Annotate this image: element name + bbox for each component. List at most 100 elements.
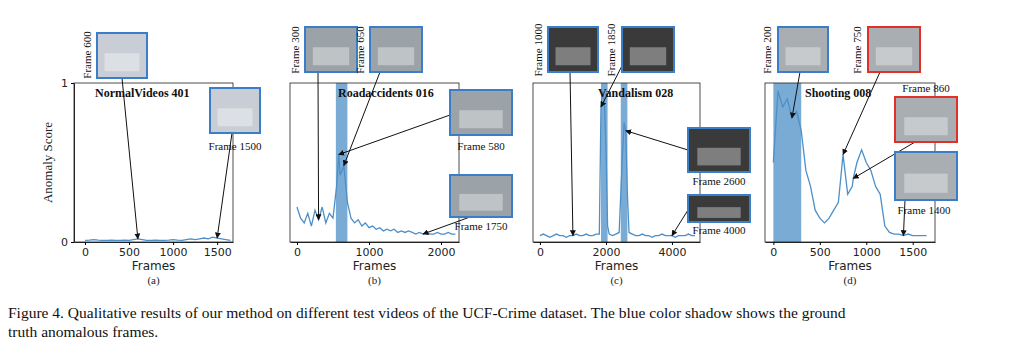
score-line (540, 91, 695, 237)
thumbnail (450, 175, 512, 217)
x-tick: 0 (537, 242, 544, 259)
y-axis: 01 (61, 77, 75, 249)
thumbnail (688, 195, 750, 222)
y-tick-label: 0 (61, 236, 68, 249)
annotation: Frame 200 (761, 26, 828, 118)
x-tick-label: 0 (294, 246, 301, 259)
thumbnail-detail (218, 108, 253, 126)
x-tick-mark (173, 242, 174, 245)
thumbnail-detail (697, 207, 740, 218)
annotation-arrow (122, 78, 138, 239)
thumbnail (450, 90, 512, 135)
annotation-label: Frame 4000 (693, 224, 746, 236)
x-tick-mark (540, 242, 541, 245)
thumbnail-detail (378, 47, 414, 65)
x-axis-title: Frames (595, 259, 639, 273)
thumbnail (895, 152, 957, 200)
x-tick-label: 4000 (658, 246, 686, 259)
subplot: 0 2000 4000 Frames Vandalism 028 (c) Frame 100… (532, 23, 750, 287)
x-tick-label: 1500 (204, 246, 232, 259)
x-tick-mark (297, 242, 298, 245)
y-tick-label: 1 (61, 77, 68, 90)
score-line (85, 237, 230, 240)
y-axis-title: Anomaly Score (40, 122, 55, 203)
thumbnail (778, 27, 828, 72)
thumbnail-detail (630, 47, 666, 65)
subplot-title: Roadaccidents 016 (338, 86, 434, 100)
x-axis-title: Frames (132, 259, 176, 273)
thumbnail-detail (105, 53, 140, 71)
thumbnail (868, 27, 920, 72)
y-axis-line (74, 84, 75, 243)
subplot: 050010001500FramesShooting 008(d)Frame 2… (761, 26, 957, 287)
annotation: Frame 1000 (532, 23, 598, 236)
plot-area (540, 83, 695, 242)
x-tick-mark (820, 242, 821, 245)
y-tick-mark (71, 83, 74, 84)
x-tick: 1500 (204, 242, 232, 259)
x-tick-label: 0 (770, 246, 777, 259)
x-tick-mark (441, 242, 442, 245)
x-tick: 1500 (899, 242, 927, 259)
thumbnail (370, 27, 422, 72)
x-axis-line (766, 242, 936, 243)
x-tick-label: 2000 (427, 246, 455, 259)
thumbnail-detail (904, 117, 947, 135)
thumbnail-detail (459, 110, 502, 128)
figure: 05001000150001FramesAnomaly ScoreNormalV… (0, 0, 1024, 355)
annotation-label: Frame 1000 (532, 23, 544, 76)
subplot-title: Vandalism 028 (598, 86, 673, 100)
annotation-label: Frame 1850 (605, 23, 617, 76)
x-tick: 0 (294, 242, 301, 259)
thumbnail-detail (876, 47, 912, 65)
x-tick: 4000 (658, 242, 686, 259)
annotation: Frame 1500 (209, 88, 262, 238)
x-tick-label: 2000 (592, 246, 620, 259)
subplot-title: Shooting 008 (805, 86, 871, 100)
annotation-label: Frame 860 (902, 82, 950, 94)
figure-caption: Figure 4. Qualitative results of our met… (8, 304, 846, 321)
annotation: Frame 1850 (601, 23, 674, 107)
subplot-caption: (c) (610, 274, 623, 287)
x-tick: 500 (810, 242, 831, 259)
annotation-label: Frame 1400 (898, 204, 951, 216)
x-tick: 1000 (853, 242, 881, 259)
annotation-label: Frame 200 (761, 26, 773, 74)
subplot-title: NormalVideos 401 (95, 86, 190, 100)
thumbnail-detail (556, 47, 591, 65)
annotation-arrow (339, 115, 450, 155)
annotation-label: Frame 1750 (455, 220, 508, 232)
x-tick: 0 (82, 242, 89, 259)
annotation: Frame 1400 (895, 152, 957, 236)
thumbnail (210, 88, 260, 133)
x-tick-mark (866, 242, 867, 245)
annotation: Frame 2600 (626, 128, 750, 187)
annotation: Frame 1750 (423, 175, 512, 234)
annotation-arrow (672, 210, 688, 236)
annotation-arrow (843, 72, 880, 155)
thumbnail (97, 33, 147, 78)
x-tick: 500 (119, 242, 140, 259)
annotation-label: Frame 300 (289, 26, 301, 74)
x-tick: 0 (770, 242, 777, 259)
x-tick-label: 1000 (853, 246, 881, 259)
thumbnail-detail (786, 47, 821, 65)
annotation-label: Frame 750 (851, 26, 863, 74)
annotation-label: Frame 1500 (209, 140, 262, 152)
x-tick-mark (217, 242, 218, 245)
x-axis: 0 500 1000 1500 (766, 242, 936, 259)
x-tick-label: 0 (537, 246, 544, 259)
thumbnail-detail (697, 148, 740, 166)
annotation-arrow (570, 72, 573, 236)
figure-caption: truth anomalous frames. (8, 323, 158, 340)
x-axis-title: Frames (828, 259, 872, 273)
annotation-arrow (626, 131, 688, 150)
x-axis: 0 500 1000 1500 (75, 242, 234, 259)
thumbnail-detail (459, 194, 502, 211)
annotation-arrow (318, 72, 320, 220)
x-tick: 1000 (160, 242, 188, 259)
thumbnail (548, 27, 598, 72)
plot-area (85, 237, 230, 240)
y-tick: 0 (61, 236, 74, 249)
subplot: 05001000150001FramesAnomaly ScoreNormalV… (40, 31, 262, 287)
